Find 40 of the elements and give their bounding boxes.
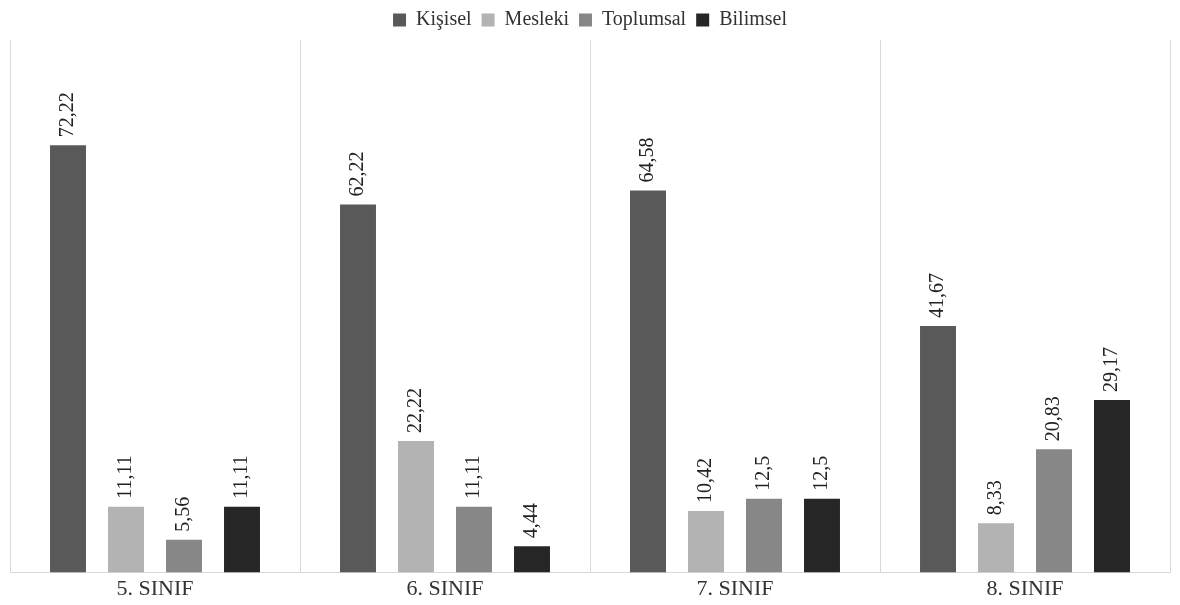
- data-label: 64,58: [635, 137, 658, 183]
- x-tick-label: 6. SINIF: [406, 574, 484, 600]
- bar: [920, 326, 956, 573]
- bar: [398, 441, 434, 573]
- bar: [166, 539, 202, 573]
- data-label: 20,83: [1041, 396, 1064, 442]
- data-label: 12,5: [809, 455, 832, 491]
- data-label: 62,22: [345, 151, 368, 197]
- bar: [108, 506, 144, 573]
- data-label: 29,17: [1099, 346, 1122, 392]
- data-label: 41,67: [925, 273, 948, 319]
- bar: [1036, 449, 1072, 573]
- bar: [50, 145, 86, 573]
- bar: [1094, 399, 1130, 573]
- data-label: 4,44: [519, 503, 542, 539]
- data-label: 11,11: [461, 455, 484, 499]
- data-label: 11,11: [229, 455, 252, 499]
- bar: [224, 506, 260, 573]
- bar: [804, 498, 840, 573]
- bar: [746, 498, 782, 573]
- data-label: 72,22: [55, 92, 78, 138]
- bar: [978, 523, 1014, 573]
- data-label: 22,22: [403, 388, 426, 434]
- data-label: 11,11: [113, 455, 136, 499]
- legend-label: Mesleki: [504, 7, 570, 30]
- bar: [514, 546, 550, 573]
- legend-label: Toplumsal: [602, 7, 687, 31]
- x-tick-label: 5. SINIF: [116, 574, 194, 600]
- data-label: 12,5: [751, 455, 774, 491]
- bar: [630, 190, 666, 573]
- bar: [340, 204, 376, 573]
- bar: [688, 510, 724, 573]
- data-label: 5,56: [171, 496, 194, 532]
- bar: [456, 506, 492, 573]
- data-label: 10,42: [693, 457, 716, 503]
- legend-label: Bilimsel: [719, 7, 788, 30]
- data-label: 8,33: [983, 480, 1006, 516]
- x-tick-label: 8. SINIF: [986, 574, 1064, 600]
- legend-label: Kişisel: [416, 7, 473, 31]
- x-tick-label: 7. SINIF: [696, 574, 774, 600]
